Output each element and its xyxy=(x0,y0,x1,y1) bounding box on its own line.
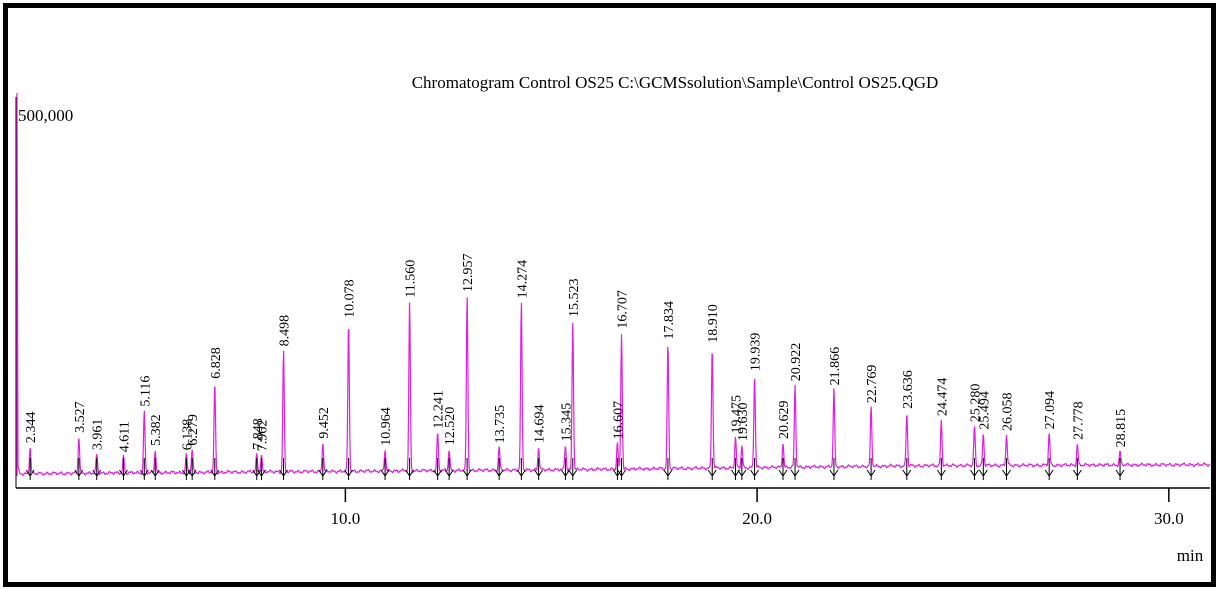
peak-marker xyxy=(462,458,472,480)
peak-marker xyxy=(380,458,390,480)
peak-label: 11.560 xyxy=(404,260,419,298)
peak-label: 5.116 xyxy=(138,376,153,407)
peak-label: 19.630 xyxy=(736,402,751,441)
peak-label: 15.345 xyxy=(559,403,574,442)
peak-marker xyxy=(902,458,912,480)
x-tick-label: 30.0 xyxy=(1154,509,1184,528)
peak-label: 21.866 xyxy=(828,347,843,386)
peak-label: 20.922 xyxy=(789,343,804,382)
chart-title: Chromatogram Control OS25 C:\GCMSsolutio… xyxy=(412,73,939,92)
peak-marker xyxy=(866,458,876,480)
peak-label: 3.527 xyxy=(73,401,88,433)
peak-label: 25.494 xyxy=(977,391,992,430)
peak-marker xyxy=(970,458,979,480)
peak-label: 8.498 xyxy=(278,315,293,347)
peak-label: 13.735 xyxy=(493,405,508,444)
peak-label: 2.344 xyxy=(24,412,39,444)
peak-marker xyxy=(74,458,84,480)
peak-marker xyxy=(1002,458,1011,480)
x-tick-label: 10.0 xyxy=(331,509,361,528)
peak-marker xyxy=(534,458,544,480)
peak-marker xyxy=(139,458,149,480)
peak-label: 12.241 xyxy=(432,390,447,429)
peak-label: 5.382 xyxy=(149,414,164,446)
peak-marker xyxy=(252,458,262,480)
peak-marker xyxy=(516,458,526,480)
peak-label: 25.280 xyxy=(968,384,983,423)
peak-marker xyxy=(707,458,717,480)
peak-marker xyxy=(568,458,578,480)
peak-marker xyxy=(561,458,570,480)
peak-marker xyxy=(936,458,946,480)
peak-label: 17.834 xyxy=(662,301,677,340)
peak-marker xyxy=(663,458,673,480)
peak-label: 26.058 xyxy=(1001,393,1016,432)
chart-frame xyxy=(3,3,1216,587)
peak-marker xyxy=(1044,458,1054,480)
peak-marker xyxy=(181,458,191,480)
peak-marker xyxy=(731,458,740,480)
peak-label: 19.475 xyxy=(729,395,744,434)
peak-label: 27.094 xyxy=(1043,391,1058,430)
peak-marker xyxy=(829,458,839,480)
peak-label: 14.274 xyxy=(515,260,530,299)
chromatogram-trace xyxy=(16,92,1211,476)
peak-label: 12.957 xyxy=(461,253,476,292)
peak-marker xyxy=(92,458,102,480)
peak-label: 9.452 xyxy=(317,407,332,439)
peak-marker xyxy=(433,458,443,480)
peak-marker xyxy=(978,458,988,480)
peak-marker xyxy=(1115,458,1125,480)
peak-label: 28.815 xyxy=(1114,409,1129,448)
peak-markers xyxy=(25,458,1125,480)
peak-marker xyxy=(25,458,35,480)
peak-marker xyxy=(617,458,626,480)
peak-marker xyxy=(494,458,504,480)
peak-label: 4.611 xyxy=(118,421,133,452)
peak-label: 20.629 xyxy=(777,400,792,439)
peak-marker xyxy=(150,458,160,480)
peak-marker xyxy=(737,458,747,480)
peak-label: 6.828 xyxy=(209,347,224,379)
peak-marker xyxy=(444,458,454,480)
peak-label: 18.910 xyxy=(706,304,721,343)
peak-label: 22.769 xyxy=(865,365,880,404)
peak-marker xyxy=(344,458,354,480)
peak-label: 6.279 xyxy=(186,414,201,446)
peak-label: 24.474 xyxy=(935,378,950,417)
peak-marker xyxy=(612,458,622,480)
peak-label: 19.939 xyxy=(749,333,764,372)
peak-marker xyxy=(750,458,760,480)
peak-label: 10.078 xyxy=(343,279,358,318)
peak-marker xyxy=(210,458,220,480)
peak-marker xyxy=(1072,458,1082,480)
peak-label: 23.636 xyxy=(901,370,916,409)
peak-marker xyxy=(257,458,266,480)
peak-marker xyxy=(187,458,197,480)
x-axis-label: min xyxy=(1177,546,1204,565)
peak-label: 16.607 xyxy=(611,401,626,440)
peak-label: 7.962 xyxy=(255,420,270,452)
peak-marker xyxy=(318,458,328,480)
peak-marker xyxy=(119,458,128,480)
peak-label: 6.138 xyxy=(180,419,195,451)
peak-label: 12.520 xyxy=(443,407,458,446)
peak-label: 16.707 xyxy=(616,290,631,329)
peak-label: 27.778 xyxy=(1071,401,1086,440)
peak-label: 7.848 xyxy=(251,418,266,450)
peak-label: 15.523 xyxy=(567,278,582,317)
x-tick-label: 20.0 xyxy=(742,509,772,528)
peak-marker xyxy=(279,458,288,480)
peak-marker xyxy=(790,458,800,480)
peak-label: 10.964 xyxy=(379,407,394,446)
peak-label: 14.694 xyxy=(533,405,548,444)
peak-marker xyxy=(778,458,788,480)
peak-label: 3.961 xyxy=(91,419,106,451)
peak-marker xyxy=(405,458,415,480)
y-max-label: 500,000 xyxy=(18,106,73,125)
x-ticks: 10.0 20.0 30.0 xyxy=(331,488,1184,528)
